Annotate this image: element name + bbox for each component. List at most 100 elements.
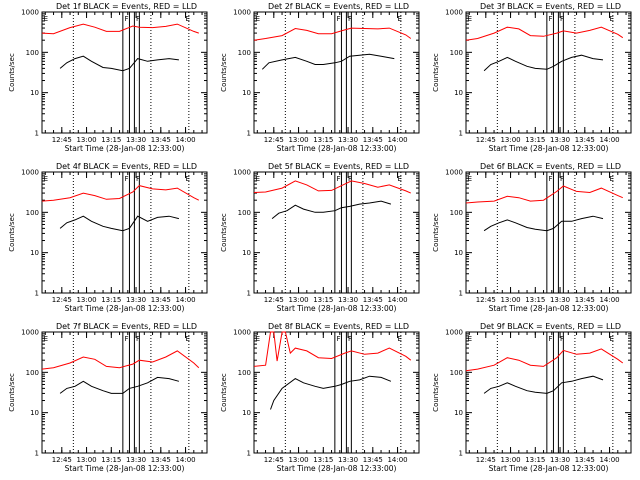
- region-marker-label: E: [256, 335, 260, 343]
- y-tick-label: 1000: [445, 169, 463, 177]
- x-tick-label: 13:45: [575, 456, 595, 464]
- y-tick-label: 100: [450, 209, 463, 217]
- y-axis-label: Counts/sec: [8, 213, 16, 252]
- y-tick-label: 1: [35, 290, 39, 298]
- plot-frame: [465, 331, 632, 454]
- detector-panel: Det 7f BLACK = Events, RED = LLD 1 10 100 10…: [8, 322, 208, 473]
- region-marker-label: F: [348, 175, 352, 183]
- series-line-red: [465, 185, 623, 204]
- x-tick-label: 13:45: [151, 456, 171, 464]
- x-tick-label: 12:45: [52, 456, 72, 464]
- plot-frame: [41, 171, 208, 294]
- plot-title: Det 1f BLACK = Events, RED = LLD: [56, 2, 197, 11]
- series-line-black: [271, 200, 392, 219]
- x-tick-label: 13:45: [363, 456, 383, 464]
- x-tick-label: 14:00: [387, 296, 407, 304]
- y-tick-label: 1: [35, 130, 39, 138]
- x-tick-label: 13:15: [313, 296, 333, 304]
- plot-frame: [253, 11, 420, 134]
- y-tick-label: 100: [450, 369, 463, 377]
- region-marker-label: F: [549, 175, 553, 183]
- y-tick-label: 1: [247, 450, 251, 458]
- series-line-black: [270, 375, 392, 410]
- series-line-black: [59, 55, 179, 72]
- region-marker-label: E: [44, 15, 48, 23]
- region-marker-label: F: [125, 15, 129, 23]
- series-line-black: [59, 376, 180, 394]
- series-line-black: [483, 54, 604, 72]
- x-tick-label: 13:30: [550, 296, 570, 304]
- region-marker-label: E: [610, 15, 614, 23]
- y-tick-label: 10: [30, 89, 39, 97]
- detector-panel: Det 9f BLACK = Events, RED = LLD 1 10 100 10…: [432, 322, 632, 473]
- plot-frame: [253, 171, 420, 294]
- y-tick-label: 10: [454, 409, 463, 417]
- x-tick-label: 13:15: [525, 456, 545, 464]
- x-axis-label: Start Time (28-Jan-08 12:33:00): [489, 464, 609, 473]
- x-tick-label: 12:45: [476, 296, 496, 304]
- x-axis-label: Start Time (28-Jan-08 12:33:00): [277, 464, 397, 473]
- y-tick-label: 100: [450, 49, 463, 57]
- plot-frame: [253, 331, 420, 454]
- y-tick-label: 1: [459, 450, 463, 458]
- y-axis-label: Counts/sec: [220, 373, 228, 412]
- detector-panel: Det 5f BLACK = Events, RED = LLD 1 10 100 10…: [220, 162, 420, 313]
- series-line-black: [261, 53, 395, 70]
- x-tick-label: 13:30: [338, 136, 358, 144]
- region-marker-label: E: [186, 175, 190, 183]
- y-tick-label: 1: [35, 450, 39, 458]
- y-tick-label: 100: [26, 209, 39, 217]
- x-tick-label: 14:00: [599, 296, 619, 304]
- plot-title: Det 7f BLACK = Events, RED = LLD: [56, 322, 197, 331]
- region-marker-label: F: [560, 15, 564, 23]
- y-tick-label: 10: [454, 89, 463, 97]
- x-tick-label: 12:45: [476, 136, 496, 144]
- region-marker-label: E: [610, 175, 614, 183]
- y-tick-label: 10: [242, 89, 251, 97]
- plot-title: Det 2f BLACK = Events, RED = LLD: [268, 2, 409, 11]
- region-marker-label: F: [136, 15, 140, 23]
- x-tick-label: 13:00: [288, 136, 308, 144]
- detector-panel: Det 4f BLACK = Events, RED = LLD 1 10 100 10…: [8, 162, 208, 313]
- x-tick-label: 12:45: [52, 296, 72, 304]
- y-tick-label: 1000: [21, 169, 39, 177]
- x-tick-label: 13:45: [575, 296, 595, 304]
- x-tick-label: 13:15: [313, 136, 333, 144]
- x-tick-label: 14:00: [599, 456, 619, 464]
- y-tick-label: 1000: [445, 9, 463, 17]
- x-tick-label: 12:45: [264, 456, 284, 464]
- series-line-red: [253, 331, 412, 367]
- x-tick-label: 13:00: [76, 136, 96, 144]
- y-tick-label: 10: [242, 409, 251, 417]
- series-line-black: [483, 375, 604, 394]
- region-marker-label: E: [186, 335, 190, 343]
- y-tick-label: 10: [30, 409, 39, 417]
- y-axis-label: Counts/sec: [220, 53, 228, 92]
- x-tick-label: 13:15: [101, 136, 121, 144]
- x-tick-label: 13:15: [525, 136, 545, 144]
- x-tick-label: 14:00: [175, 456, 195, 464]
- y-tick-label: 1000: [233, 9, 251, 17]
- x-tick-label: 13:45: [363, 296, 383, 304]
- x-tick-label: 13:30: [550, 456, 570, 464]
- plot-title: Det 9f BLACK = Events, RED = LLD: [480, 322, 621, 331]
- y-tick-label: 100: [26, 49, 39, 57]
- x-tick-label: 13:00: [500, 456, 520, 464]
- x-axis-label: Start Time (28-Jan-08 12:33:00): [65, 144, 185, 153]
- detector-panel: Det 2f BLACK = Events, RED = LLD 1 10 100 10…: [220, 2, 420, 153]
- x-tick-label: 13:30: [126, 456, 146, 464]
- region-marker-label: F: [125, 335, 129, 343]
- region-marker-label: F: [125, 175, 129, 183]
- x-tick-label: 13:00: [500, 296, 520, 304]
- x-tick-label: 13:45: [151, 296, 171, 304]
- detector-panel: Det 8f BLACK = Events, RED = LLD 1 10 100 10…: [220, 322, 420, 473]
- series-line-red: [465, 26, 624, 41]
- x-tick-label: 13:00: [288, 296, 308, 304]
- detector-panel: Det 3f BLACK = Events, RED = LLD 1 10 100 10…: [432, 2, 632, 153]
- x-tick-label: 13:30: [338, 456, 358, 464]
- y-tick-label: 1: [247, 290, 251, 298]
- x-tick-label: 13:45: [363, 136, 383, 144]
- series-line-red: [41, 350, 200, 370]
- region-marker-label: F: [560, 335, 564, 343]
- y-tick-label: 1000: [233, 169, 251, 177]
